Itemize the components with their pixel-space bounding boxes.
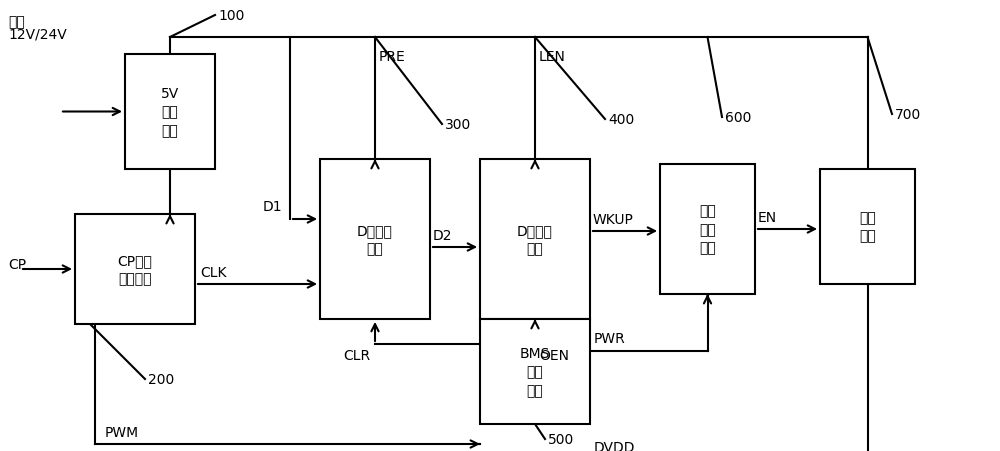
Text: 100: 100: [218, 9, 244, 23]
Text: PWM: PWM: [105, 425, 139, 439]
Text: 常电: 常电: [8, 15, 25, 29]
Text: DVDD: DVDD: [594, 440, 636, 451]
Text: D触发器
模块: D触发器 模块: [357, 223, 393, 256]
Text: D2: D2: [433, 229, 452, 243]
Text: 600: 600: [725, 111, 751, 125]
Text: 700: 700: [895, 108, 921, 122]
Text: 电源
模块: 电源 模块: [859, 211, 876, 243]
Text: 300: 300: [445, 118, 471, 132]
Text: CP信号
转换模块: CP信号 转换模块: [118, 253, 152, 285]
Text: D锁存器
模块: D锁存器 模块: [517, 223, 553, 256]
Text: 选择
开关
模块: 选择 开关 模块: [699, 204, 716, 255]
Text: CP: CP: [8, 258, 26, 272]
FancyBboxPatch shape: [480, 160, 590, 319]
FancyBboxPatch shape: [660, 165, 755, 295]
Text: EN: EN: [758, 211, 777, 225]
Text: OEN: OEN: [539, 348, 569, 362]
Text: CLR: CLR: [343, 348, 370, 362]
Text: 200: 200: [148, 372, 174, 386]
Text: PRE: PRE: [379, 50, 406, 64]
Text: 12V/24V: 12V/24V: [8, 28, 67, 42]
Text: PWR: PWR: [594, 332, 626, 346]
FancyBboxPatch shape: [75, 215, 195, 324]
Text: 400: 400: [608, 113, 634, 127]
Text: WKUP: WKUP: [593, 212, 634, 226]
Text: 5V
常电
模块: 5V 常电 模块: [161, 87, 179, 138]
Text: CLK: CLK: [200, 265, 226, 279]
Text: D1: D1: [262, 199, 282, 213]
Text: 500: 500: [548, 432, 574, 446]
FancyBboxPatch shape: [125, 55, 215, 170]
FancyBboxPatch shape: [820, 170, 915, 285]
Text: BMS
主控
芯片: BMS 主控 芯片: [520, 346, 550, 397]
Text: LEN: LEN: [539, 50, 566, 64]
FancyBboxPatch shape: [320, 160, 430, 319]
FancyBboxPatch shape: [480, 319, 590, 424]
